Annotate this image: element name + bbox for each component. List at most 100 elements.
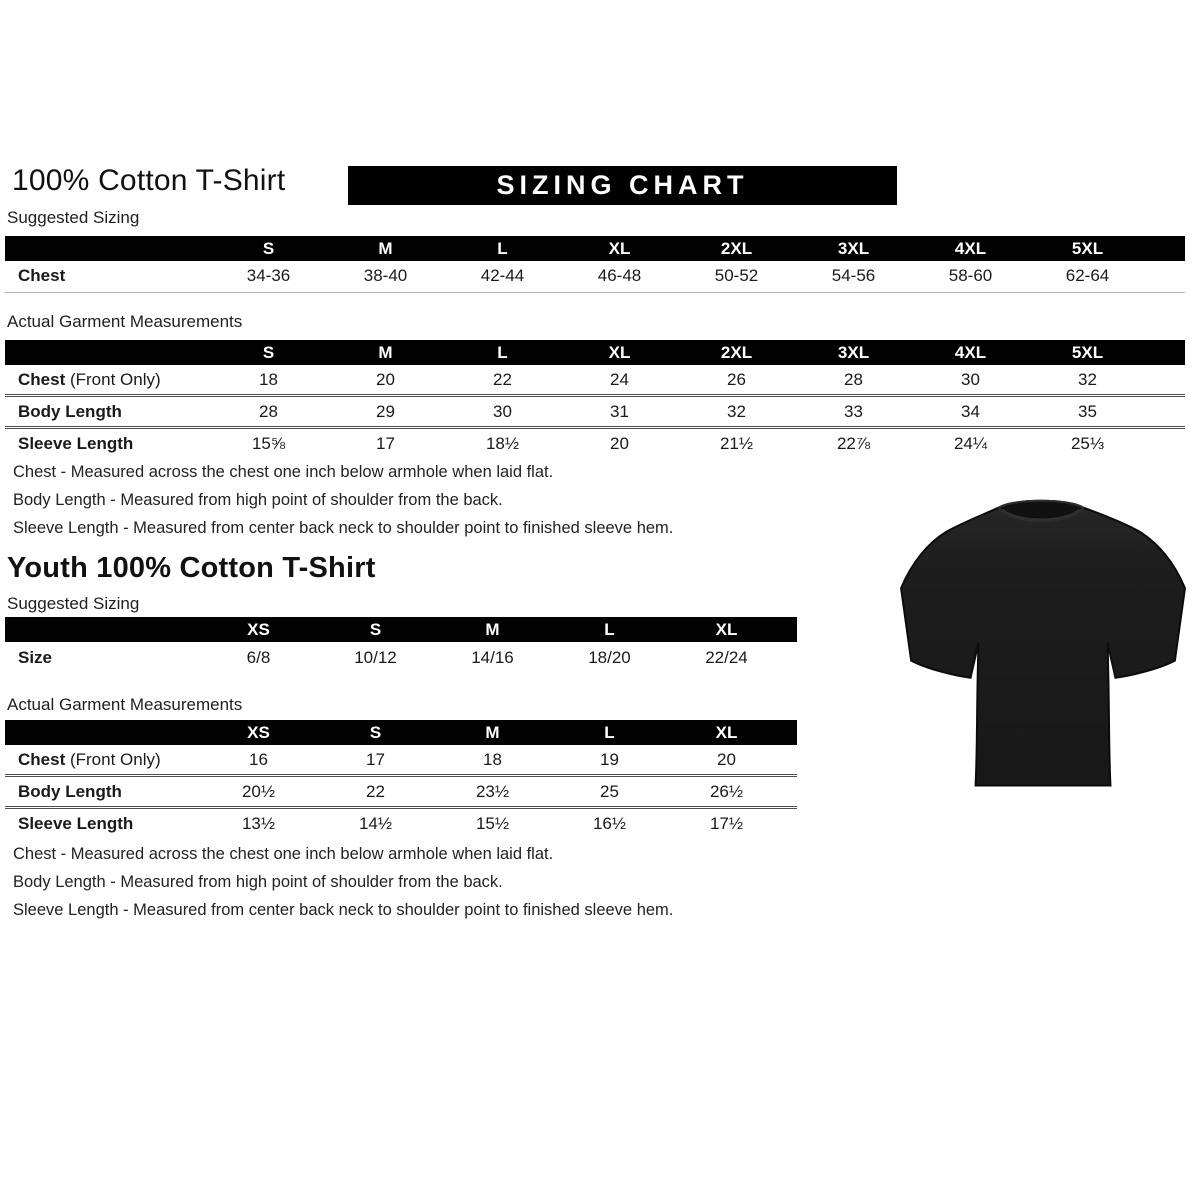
note-sleeve-length: Sleeve Length - Measured from center bac… bbox=[13, 901, 674, 919]
column-header: L bbox=[551, 720, 668, 745]
adult-title: 100% Cotton T-Shirt bbox=[12, 164, 286, 197]
column-header: 5XL bbox=[1029, 236, 1146, 261]
sizing-chart-banner-text: SIZING CHART bbox=[496, 170, 749, 200]
tshirt-collar-rib bbox=[1002, 508, 1080, 521]
cell: 28 bbox=[210, 395, 327, 428]
column-header: L bbox=[444, 340, 561, 365]
cell: 17 bbox=[317, 745, 434, 776]
cell: 16 bbox=[200, 745, 317, 776]
table-row: Size 6/8 10/12 14/16 18/20 22/24 bbox=[5, 642, 797, 673]
cell-spacer bbox=[785, 745, 797, 776]
cell: 42-44 bbox=[444, 261, 561, 292]
adult-actual-table: S M L XL 2XL 3XL 4XL 5XL Chest (Front On… bbox=[5, 340, 1185, 458]
cell-spacer bbox=[785, 775, 797, 808]
cell: 18½ bbox=[444, 427, 561, 458]
tshirt-left-sleeve-seam bbox=[969, 642, 980, 678]
cell: 20½ bbox=[200, 775, 317, 808]
adult-notes: Chest - Measured across the chest one in… bbox=[13, 458, 673, 542]
table-row: Chest (Front Only) 16 17 18 19 20 bbox=[5, 745, 797, 776]
cell-spacer bbox=[1146, 395, 1185, 428]
cell-spacer bbox=[1146, 427, 1185, 458]
cell: 30 bbox=[912, 365, 1029, 396]
cell: 46-48 bbox=[561, 261, 678, 292]
column-header: XL bbox=[668, 720, 785, 745]
youth-notes: Chest - Measured across the chest one in… bbox=[13, 840, 673, 924]
cell-spacer bbox=[1146, 261, 1185, 292]
cell: 33 bbox=[795, 395, 912, 428]
adult-suggested-label: Suggested Sizing bbox=[7, 208, 140, 227]
note-chest: Chest - Measured across the chest one in… bbox=[13, 845, 554, 863]
cell: 15½ bbox=[434, 807, 551, 838]
row-label: Chest (Front Only) bbox=[5, 745, 200, 776]
column-header: M bbox=[434, 617, 551, 642]
cell: 26½ bbox=[668, 775, 785, 808]
cell-spacer bbox=[785, 807, 797, 838]
cell: 13½ bbox=[200, 807, 317, 838]
row-label: Chest bbox=[5, 261, 210, 292]
row-label: Sleeve Length bbox=[5, 427, 210, 458]
column-header: XS bbox=[200, 720, 317, 745]
tshirt-collar bbox=[997, 499, 1085, 523]
youth-suggested-label: Suggested Sizing bbox=[7, 594, 140, 613]
youth-actual-table: XS S M L XL Chest (Front Only) 16 17 18 … bbox=[5, 720, 797, 838]
cell: 38-40 bbox=[327, 261, 444, 292]
cell: 35 bbox=[1029, 395, 1146, 428]
cell: 14/16 bbox=[434, 642, 551, 673]
row-label: Body Length bbox=[5, 775, 200, 808]
column-header-blank bbox=[5, 236, 210, 261]
column-header: 3XL bbox=[795, 236, 912, 261]
cell: 6/8 bbox=[200, 642, 317, 673]
column-header-spacer bbox=[785, 617, 797, 642]
tshirt-body bbox=[900, 499, 1186, 787]
cell: 24¼ bbox=[912, 427, 1029, 458]
cell: 32 bbox=[1029, 365, 1146, 396]
column-header: 5XL bbox=[1029, 340, 1146, 365]
row-label: Chest (Front Only) bbox=[5, 365, 210, 396]
cell: 17½ bbox=[668, 807, 785, 838]
cell-spacer bbox=[785, 642, 797, 673]
cell: 34 bbox=[912, 395, 1029, 428]
cell: 58-60 bbox=[912, 261, 1029, 292]
table-header-row: XS S M L XL bbox=[5, 617, 797, 642]
column-header-blank bbox=[5, 340, 210, 365]
cell: 20 bbox=[327, 365, 444, 396]
cell: 22 bbox=[444, 365, 561, 396]
column-header: L bbox=[551, 617, 668, 642]
table-header-row: S M L XL 2XL 3XL 4XL 5XL bbox=[5, 340, 1185, 365]
tshirt-photo bbox=[890, 485, 1192, 803]
row-label: Body Length bbox=[5, 395, 210, 428]
cell: 25⅓ bbox=[1029, 427, 1146, 458]
table-row: Sleeve Length 13½ 14½ 15½ 16½ 17½ bbox=[5, 807, 797, 838]
column-header: 3XL bbox=[795, 340, 912, 365]
cell: 34-36 bbox=[210, 261, 327, 292]
cell: 10/12 bbox=[317, 642, 434, 673]
cell: 28 bbox=[795, 365, 912, 396]
table-row: Sleeve Length 15⅝ 17 18½ 20 21½ 22⅞ 24¼ … bbox=[5, 427, 1185, 458]
cell: 20 bbox=[668, 745, 785, 776]
table-header-row: XS S M L XL bbox=[5, 720, 797, 745]
cell: 25 bbox=[551, 775, 668, 808]
column-header: XL bbox=[561, 340, 678, 365]
column-header: S bbox=[210, 236, 327, 261]
column-header-spacer bbox=[785, 720, 797, 745]
cell: 20 bbox=[561, 427, 678, 458]
youth-title: Youth 100% Cotton T-Shirt bbox=[7, 552, 376, 584]
cell: 16½ bbox=[551, 807, 668, 838]
sizing-chart-banner: SIZING CHART bbox=[348, 166, 897, 205]
cell: 26 bbox=[678, 365, 795, 396]
note-body-length: Body Length - Measured from high point o… bbox=[13, 491, 503, 509]
column-header: XL bbox=[561, 236, 678, 261]
cell: 24 bbox=[561, 365, 678, 396]
column-header: S bbox=[317, 617, 434, 642]
table-row: Body Length 28 29 30 31 32 33 34 35 bbox=[5, 395, 1185, 428]
table-row: Chest 34-36 38-40 42-44 46-48 50-52 54-5… bbox=[5, 261, 1185, 292]
column-header: 2XL bbox=[678, 236, 795, 261]
column-header: 4XL bbox=[912, 236, 1029, 261]
column-header: XS bbox=[200, 617, 317, 642]
cell: 22/24 bbox=[668, 642, 785, 673]
youth-suggested-table: XS S M L XL Size 6/8 10/12 14/16 18/20 2… bbox=[5, 617, 797, 673]
note-body-length: Body Length - Measured from high point o… bbox=[13, 873, 503, 891]
column-header-spacer bbox=[1146, 340, 1185, 365]
column-header: M bbox=[327, 236, 444, 261]
column-header: M bbox=[327, 340, 444, 365]
